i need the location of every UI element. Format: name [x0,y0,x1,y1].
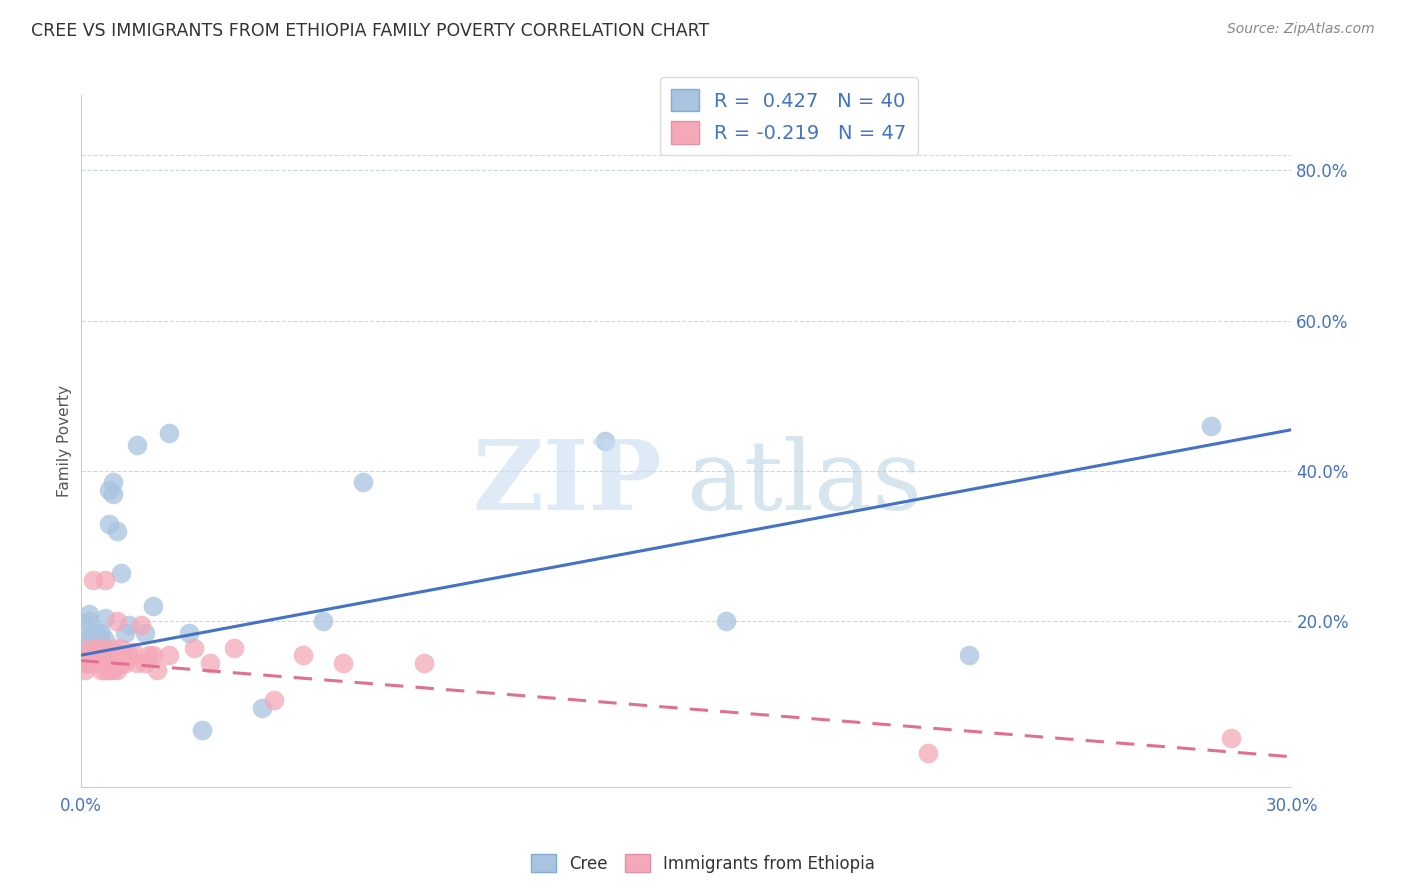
Text: atlas: atlas [686,435,922,530]
Legend: Cree, Immigrants from Ethiopia: Cree, Immigrants from Ethiopia [524,847,882,880]
Point [86,633,108,648]
Point [118,618,141,632]
Point [157,426,180,441]
Point [90,640,112,655]
Point [105,663,128,677]
Point [90,648,112,663]
Point [82,648,104,663]
Point [105,524,128,539]
Point [1199,419,1222,434]
Point [110,656,132,670]
Point [73,648,96,663]
Point [142,648,165,663]
Point [77,648,100,663]
Y-axis label: Family Poverty: Family Poverty [58,385,72,497]
Point [105,615,128,629]
Point [101,663,124,677]
Point [957,648,980,663]
Point [77,633,100,648]
Point [291,648,314,663]
Point [82,573,104,587]
Point [73,633,96,648]
Point [312,615,335,629]
Point [110,566,132,580]
Point [179,625,201,640]
Point [73,656,96,670]
Point [77,640,100,655]
Point [134,625,156,640]
Point [82,648,104,663]
Point [90,648,112,663]
Point [86,625,108,640]
Point [73,663,96,677]
Point [82,633,104,648]
Point [198,656,221,670]
Point [183,640,205,655]
Point [97,648,120,663]
Point [190,723,212,738]
Point [134,656,156,670]
Point [101,486,124,500]
Point [90,640,112,655]
Point [93,610,115,624]
Point [263,693,285,707]
Point [118,648,141,663]
Point [125,438,148,452]
Point [93,656,115,670]
Point [82,637,104,651]
Point [86,656,108,670]
Point [86,648,108,663]
Point [142,599,165,614]
Point [101,640,124,655]
Point [146,663,169,677]
Point [122,644,145,658]
Legend: R =  0.427   N = 40, R = -0.219   N = 47: R = 0.427 N = 40, R = -0.219 N = 47 [659,78,918,155]
Point [86,640,108,655]
Point [82,656,104,670]
Point [86,640,108,655]
Point [97,483,120,497]
Point [412,656,434,670]
Point [125,656,148,670]
Point [97,663,120,677]
Point [97,656,120,670]
Point [250,701,273,715]
Point [1219,731,1241,745]
Text: ZIP: ZIP [472,435,662,530]
Point [114,625,136,640]
Point [716,615,738,629]
Point [97,516,120,531]
Text: CREE VS IMMIGRANTS FROM ETHIOPIA FAMILY POVERTY CORRELATION CHART: CREE VS IMMIGRANTS FROM ETHIOPIA FAMILY … [31,22,709,40]
Point [93,633,115,648]
Point [73,656,96,670]
Point [77,656,100,670]
Point [77,607,100,621]
Point [90,656,112,670]
Point [114,656,136,670]
Point [82,625,104,640]
Point [90,625,112,640]
Point [93,663,115,677]
Point [73,618,96,632]
Point [101,475,124,490]
Point [77,615,100,629]
Point [77,648,100,663]
Point [157,648,180,663]
Point [110,640,132,655]
Point [352,475,374,490]
Text: Source: ZipAtlas.com: Source: ZipAtlas.com [1227,22,1375,37]
Point [593,434,616,448]
Point [129,618,152,632]
Point [222,640,245,655]
Point [332,656,354,670]
Point [93,573,115,587]
Point [917,746,939,760]
Point [90,663,112,677]
Point [138,648,160,663]
